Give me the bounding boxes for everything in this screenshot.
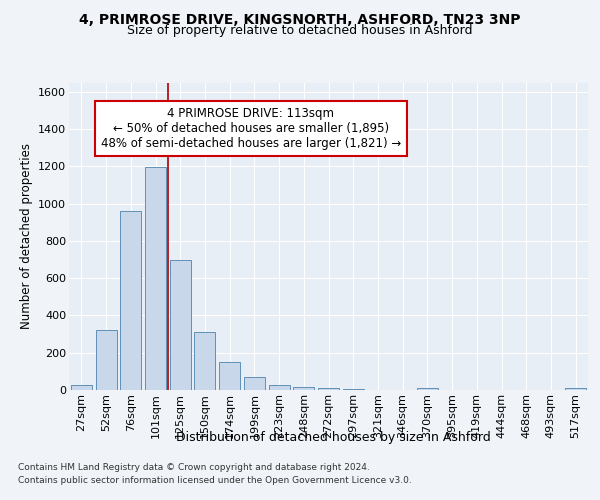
Bar bbox=[293, 387, 314, 390]
Bar bbox=[219, 362, 240, 390]
Text: Contains HM Land Registry data © Crown copyright and database right 2024.: Contains HM Land Registry data © Crown c… bbox=[18, 464, 370, 472]
Text: Distribution of detached houses by size in Ashford: Distribution of detached houses by size … bbox=[176, 431, 490, 444]
Y-axis label: Number of detached properties: Number of detached properties bbox=[20, 143, 32, 329]
Bar bbox=[194, 332, 215, 390]
Text: 4, PRIMROSE DRIVE, KINGSNORTH, ASHFORD, TN23 3NP: 4, PRIMROSE DRIVE, KINGSNORTH, ASHFORD, … bbox=[79, 12, 521, 26]
Text: Size of property relative to detached houses in Ashford: Size of property relative to detached ho… bbox=[127, 24, 473, 37]
Bar bbox=[343, 389, 364, 390]
Bar bbox=[565, 388, 586, 390]
Bar bbox=[244, 377, 265, 390]
Bar bbox=[145, 168, 166, 390]
Bar bbox=[269, 386, 290, 390]
Bar bbox=[71, 386, 92, 390]
Bar bbox=[318, 388, 339, 390]
Bar bbox=[170, 260, 191, 390]
Bar bbox=[95, 330, 116, 390]
Bar bbox=[120, 211, 141, 390]
Bar bbox=[417, 388, 438, 390]
Text: Contains public sector information licensed under the Open Government Licence v3: Contains public sector information licen… bbox=[18, 476, 412, 485]
Text: 4 PRIMROSE DRIVE: 113sqm
← 50% of detached houses are smaller (1,895)
48% of sem: 4 PRIMROSE DRIVE: 113sqm ← 50% of detach… bbox=[101, 107, 401, 150]
